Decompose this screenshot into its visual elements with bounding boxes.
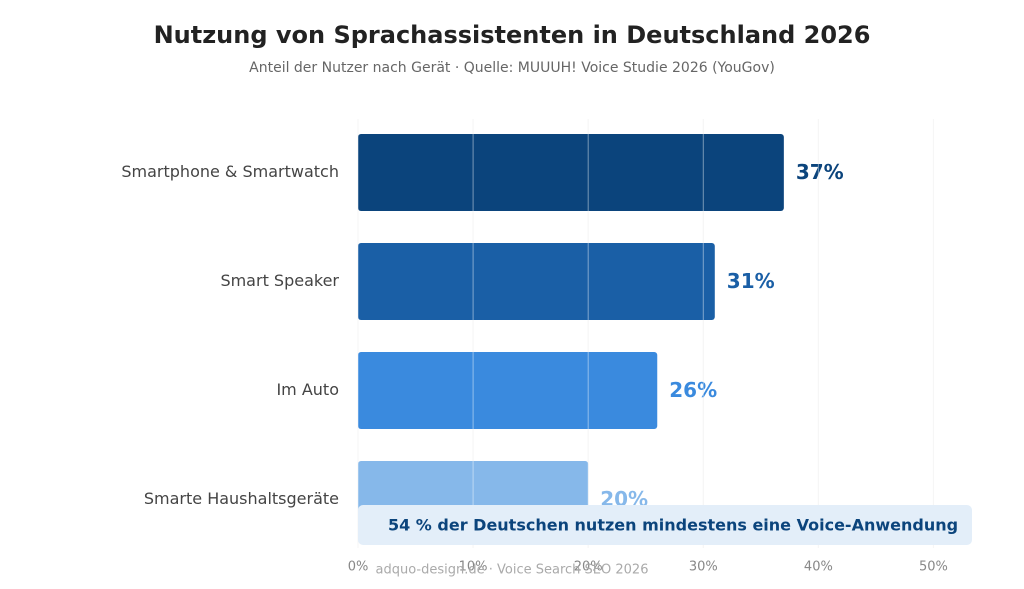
x-tick-label: 30% xyxy=(689,560,718,575)
bar xyxy=(358,134,784,211)
value-label: 26% xyxy=(669,378,717,402)
x-tick-label: 40% xyxy=(804,560,833,575)
chart-subtitle: Anteil der Nutzer nach Gerät · Quelle: M… xyxy=(249,60,775,76)
bar xyxy=(358,243,715,320)
chart-title: Nutzung von Sprachassistenten in Deutsch… xyxy=(154,21,871,49)
category-label: Smarte Haushaltsgeräte xyxy=(144,489,339,508)
category-label: Smart Speaker xyxy=(220,271,339,290)
value-label: 31% xyxy=(727,269,775,293)
category-label: Im Auto xyxy=(276,380,339,399)
footer: adquo-design.de · Voice Search SEO 2026 xyxy=(376,563,649,578)
x-tick-label: 10% xyxy=(459,560,488,575)
annotation: 54 % der Deutschen nutzen mindestens ein… xyxy=(388,516,958,535)
bar xyxy=(358,352,658,429)
category-label: Smartphone & Smartwatch xyxy=(121,162,339,181)
x-tick-label: 20% xyxy=(574,560,603,575)
x-tick-label: 50% xyxy=(919,560,948,575)
value-label: 37% xyxy=(796,160,844,184)
x-tick-label: 0% xyxy=(348,560,369,575)
annotation-box xyxy=(358,505,972,545)
